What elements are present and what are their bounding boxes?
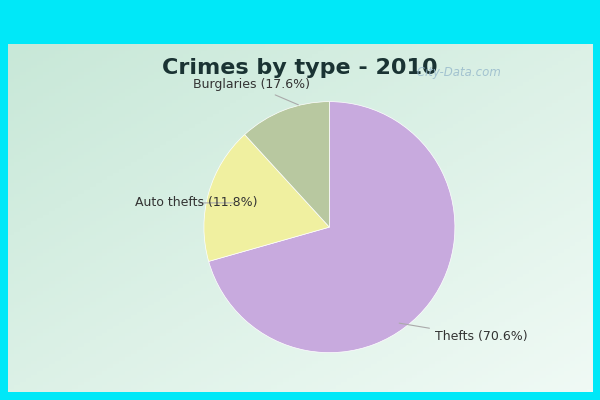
Text: Crimes by type - 2010: Crimes by type - 2010 — [162, 58, 438, 78]
Wedge shape — [209, 102, 455, 353]
Text: Thefts (70.6%): Thefts (70.6%) — [399, 323, 527, 344]
Wedge shape — [245, 102, 329, 227]
Text: City-Data.com: City-Data.com — [413, 66, 500, 79]
Text: Auto thefts (11.8%): Auto thefts (11.8%) — [136, 196, 258, 209]
Wedge shape — [204, 134, 329, 261]
Text: Burglaries (17.6%): Burglaries (17.6%) — [193, 78, 310, 105]
